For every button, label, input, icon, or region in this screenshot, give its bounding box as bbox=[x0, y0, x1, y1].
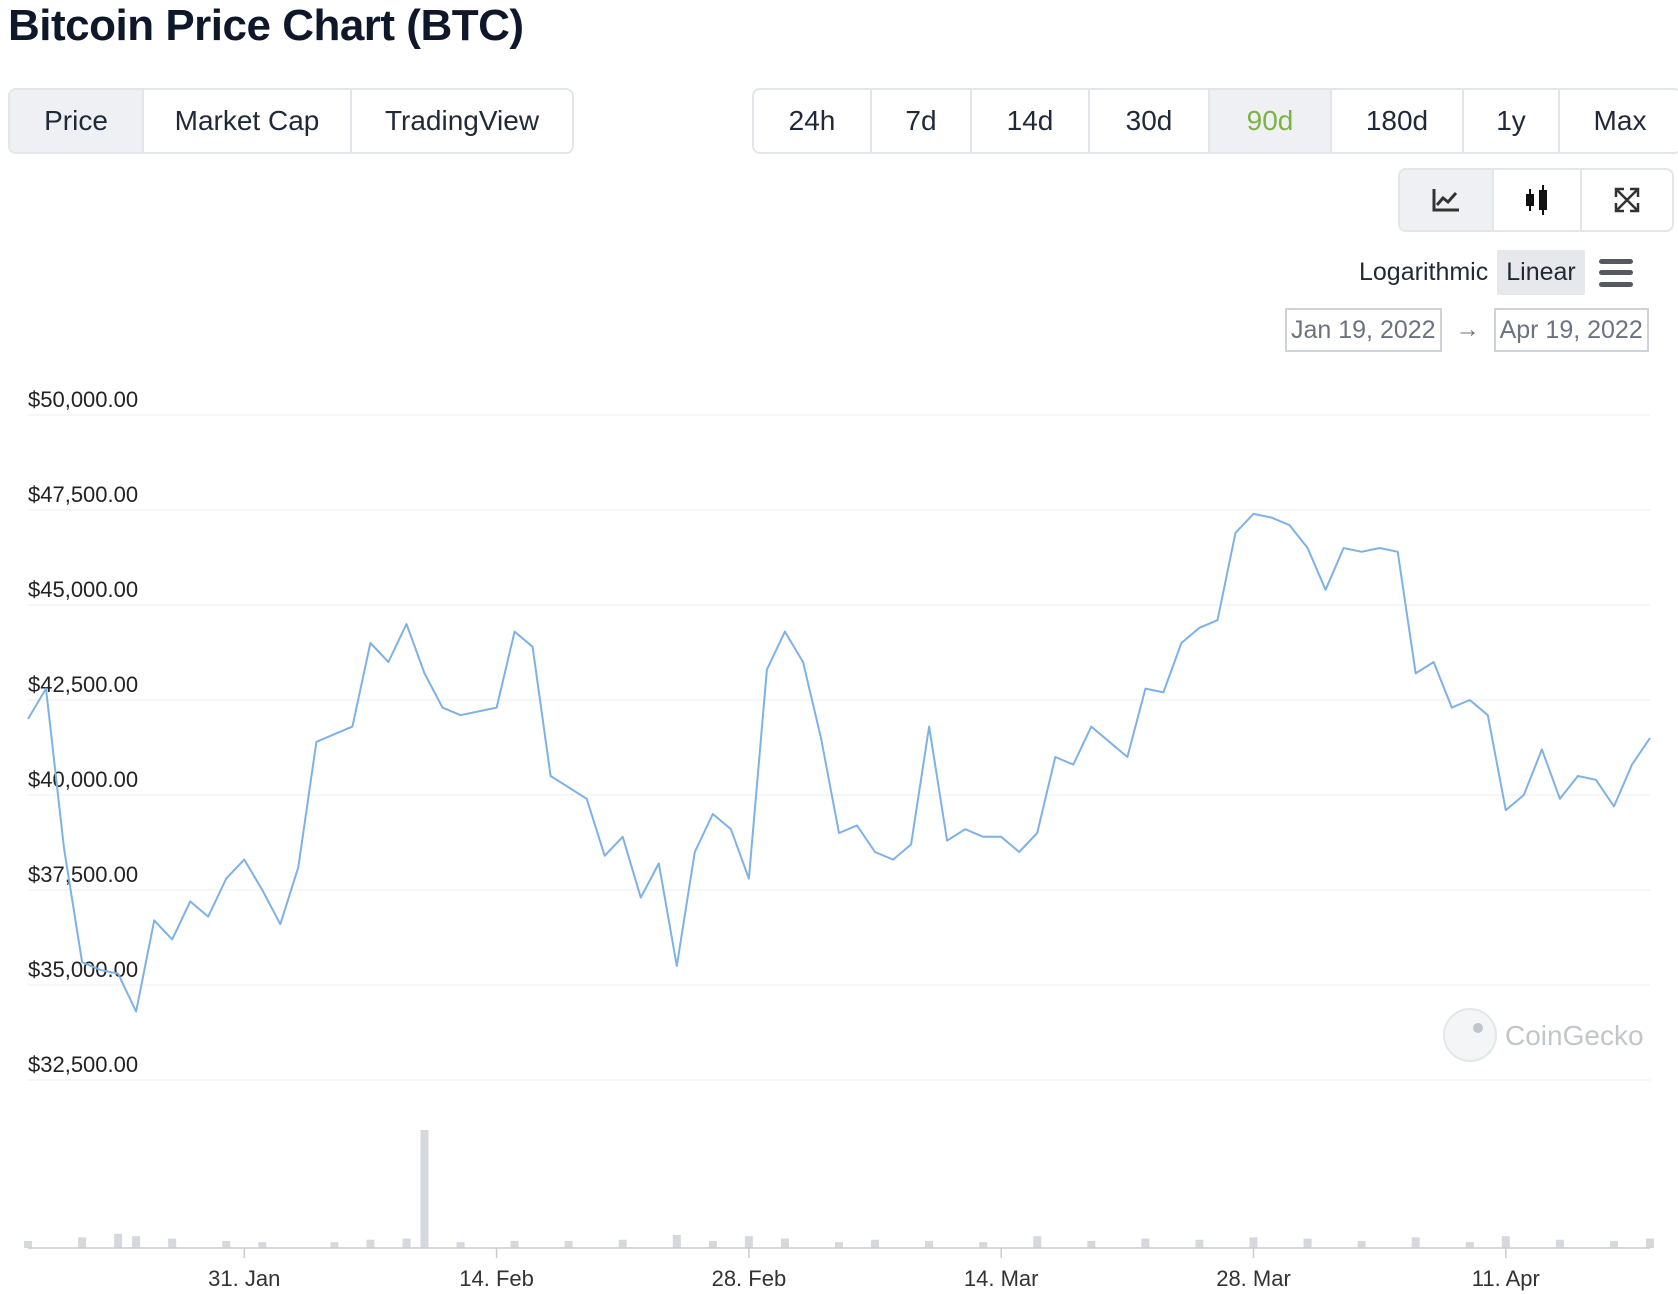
volume-bar bbox=[564, 1240, 573, 1248]
coingecko-watermark: CoinGecko bbox=[1443, 1008, 1644, 1062]
tab-market-cap[interactable]: Market Cap bbox=[144, 90, 352, 152]
y-tick-label: $32,500.00 bbox=[28, 1052, 138, 1077]
date-to-input[interactable]: Apr 19, 2022 bbox=[1493, 308, 1649, 352]
fullscreen-icon bbox=[1614, 187, 1640, 213]
y-tick-label: $47,500.00 bbox=[28, 482, 138, 507]
volume-bar bbox=[1465, 1242, 1474, 1248]
volume-bar bbox=[168, 1238, 177, 1248]
scale-selector: Logarithmic Linear bbox=[1350, 250, 1633, 295]
line-chart-button[interactable] bbox=[1400, 170, 1494, 230]
date-range-picker: Jan 19, 2022 → Apr 19, 2022 bbox=[1285, 308, 1649, 352]
volume-bar bbox=[871, 1239, 880, 1248]
range-30d-button[interactable]: 30d bbox=[1090, 90, 1210, 152]
volume-bar bbox=[1249, 1237, 1258, 1248]
gecko-logo-icon bbox=[1443, 1008, 1497, 1062]
candlestick-button[interactable] bbox=[1494, 170, 1582, 230]
tab-tradingview[interactable]: TradingView bbox=[352, 90, 572, 152]
volume-bar bbox=[78, 1237, 87, 1248]
arrow-right-icon: → bbox=[1455, 316, 1480, 343]
volume-bar bbox=[456, 1242, 465, 1248]
price-series-line bbox=[27, 512, 1651, 1013]
range-24h-button[interactable]: 24h bbox=[754, 90, 872, 152]
x-tick-label: 31. Jan bbox=[208, 1266, 280, 1291]
range-max-button[interactable]: Max bbox=[1560, 90, 1678, 152]
volume-bar bbox=[24, 1240, 32, 1248]
y-tick-label: $45,000.00 bbox=[28, 577, 138, 602]
volume-bar bbox=[672, 1235, 681, 1248]
volume-bar bbox=[744, 1236, 753, 1248]
range-tab-group: 24h 7d 14d 30d 90d 180d 1y Max bbox=[752, 88, 1678, 154]
y-tick-label: $35,000.00 bbox=[28, 957, 138, 982]
volume-bar bbox=[1501, 1236, 1510, 1248]
volume-bar bbox=[1033, 1236, 1042, 1248]
volume-bar bbox=[1357, 1240, 1366, 1248]
volume-bar bbox=[979, 1242, 988, 1248]
volume-bar bbox=[1555, 1239, 1564, 1248]
y-tick-label: $50,000.00 bbox=[28, 387, 138, 412]
volume-bar bbox=[402, 1238, 411, 1248]
x-tick-label: 14. Mar bbox=[964, 1266, 1039, 1291]
volume-bar bbox=[1087, 1240, 1096, 1248]
chart-tool-group bbox=[1398, 168, 1674, 232]
volume-bar bbox=[1195, 1239, 1204, 1248]
volume-bar bbox=[132, 1236, 141, 1248]
y-tick-label: $37,500.00 bbox=[28, 862, 138, 887]
candlestick-icon bbox=[1526, 185, 1547, 215]
x-tick-label: 28. Feb bbox=[712, 1266, 787, 1291]
range-1y-button[interactable]: 1y bbox=[1464, 90, 1560, 152]
fullscreen-button[interactable] bbox=[1582, 170, 1672, 230]
volume-bar bbox=[780, 1238, 789, 1248]
scale-linear-button[interactable]: Linear bbox=[1497, 250, 1585, 295]
volume-bar bbox=[114, 1233, 123, 1248]
x-tick-label: 14. Feb bbox=[459, 1266, 534, 1291]
x-tick-label: 28. Mar bbox=[1216, 1266, 1291, 1291]
range-7d-button[interactable]: 7d bbox=[872, 90, 972, 152]
volume-bar bbox=[1609, 1240, 1618, 1248]
date-from-input[interactable]: Jan 19, 2022 bbox=[1285, 308, 1442, 352]
y-tick-label: $40,000.00 bbox=[28, 767, 138, 792]
volume-bar bbox=[330, 1242, 339, 1248]
view-tab-group: Price Market Cap TradingView bbox=[8, 88, 574, 154]
range-90d-button[interactable]: 90d bbox=[1210, 90, 1332, 152]
volume-bar bbox=[222, 1240, 231, 1248]
watermark-text: CoinGecko bbox=[1505, 1020, 1644, 1051]
volume-bar bbox=[258, 1242, 267, 1248]
line-chart-icon bbox=[1432, 189, 1459, 212]
volume-bar bbox=[366, 1239, 375, 1248]
volume-bar bbox=[1141, 1238, 1150, 1248]
page-title: Bitcoin Price Chart (BTC) bbox=[8, 1, 524, 50]
volume-bar bbox=[510, 1240, 519, 1248]
volume-bar bbox=[618, 1239, 627, 1248]
volume-bar bbox=[420, 1130, 429, 1248]
tab-price[interactable]: Price bbox=[10, 90, 144, 152]
volume-bar bbox=[1411, 1237, 1420, 1248]
range-180d-button[interactable]: 180d bbox=[1332, 90, 1464, 152]
volume-bar bbox=[1303, 1238, 1312, 1248]
x-tick-label: 11. Apr bbox=[1472, 1266, 1540, 1291]
volume-bar bbox=[835, 1242, 843, 1248]
volume-bar bbox=[925, 1240, 934, 1248]
volume-bar bbox=[708, 1240, 717, 1248]
y-tick-label: $42,500.00 bbox=[28, 672, 138, 697]
hamburger-menu-icon[interactable] bbox=[1598, 258, 1633, 287]
range-14d-button[interactable]: 14d bbox=[972, 90, 1090, 152]
volume-bar bbox=[1646, 1238, 1654, 1248]
scale-logarithmic-button[interactable]: Logarithmic bbox=[1359, 258, 1489, 286]
